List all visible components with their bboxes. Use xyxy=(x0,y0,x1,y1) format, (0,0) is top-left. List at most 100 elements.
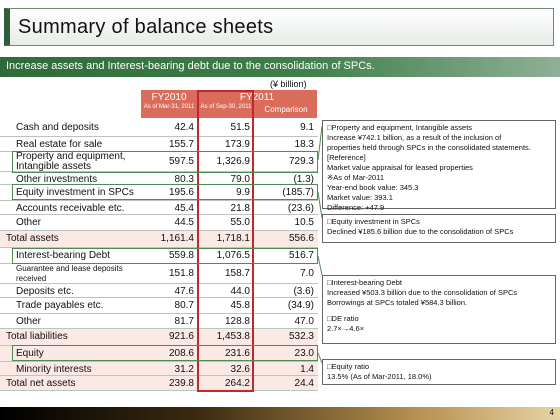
cell-fy2011: 44.0 xyxy=(230,286,250,297)
note-line: Market value appraisal for leased proper… xyxy=(327,163,473,172)
row-label: Cash and deposits xyxy=(16,122,99,133)
table-row: Trade payables etc. 80.7 45.8 (34.9) xyxy=(0,298,318,314)
row-label: Equity investment in SPCs xyxy=(16,187,134,198)
cell-comparison: (1.3) xyxy=(293,174,314,185)
cell-comparison: 18.3 xyxy=(294,139,314,150)
cell-comparison: 9.1 xyxy=(300,122,314,133)
cell-fy2011: 9.9 xyxy=(236,187,250,198)
cell-comparison: 532.3 xyxy=(288,331,314,342)
note-line: Borrowings at SPCs totaled ¥584.3 billio… xyxy=(327,298,468,307)
table-row: Cash and deposits 42.4 51.5 9.1 xyxy=(0,120,318,137)
cell-fy2010: 208.6 xyxy=(168,348,194,359)
note-line: ※As of Mar-2011 xyxy=(327,173,385,182)
cell-fy2011: 1,453.8 xyxy=(216,331,250,342)
table-row: Other 44.5 55.0 10.5 xyxy=(0,215,318,231)
page-subtitle: Increase assets and Interest-bearing deb… xyxy=(6,60,375,72)
table-row: Total assets 1,161.4 1,718.1 556.6 xyxy=(0,231,318,248)
cell-fy2010: 155.7 xyxy=(168,139,194,150)
cell-fy2010: 80.7 xyxy=(174,300,194,311)
cell-comparison: (185.7) xyxy=(282,187,314,198)
page-number: 4 xyxy=(549,408,554,417)
table-row: Accounts receivable etc. 45.4 21.8 (23.6) xyxy=(0,201,318,215)
table-row: Equity investment in SPCs 195.6 9.9 (185.7) xyxy=(0,185,318,201)
note-line: [Reference] xyxy=(327,153,366,162)
cell-fy2011: 173.9 xyxy=(224,139,250,150)
row-separator xyxy=(0,171,318,172)
row-separator xyxy=(0,375,318,376)
row-label: Deposits etc. xyxy=(16,286,74,297)
cell-comparison: 1.4 xyxy=(300,364,314,375)
cell-fy2010: 47.6 xyxy=(174,286,194,297)
cell-fy2011: 1,326.9 xyxy=(216,156,250,167)
cell-fy2011: 79.0 xyxy=(230,174,250,185)
table-row: Minority interests 31.2 32.6 1.4 xyxy=(0,362,318,376)
note-line: □Equity investment in SPCs xyxy=(327,217,420,226)
row-label: Guarantee and lease deposits received xyxy=(16,264,123,283)
title-bar: Summary of balance sheets xyxy=(4,8,554,46)
note-property: □Property and equipment, Intangible asse… xyxy=(322,120,556,212)
cell-fy2011: 21.8 xyxy=(230,203,250,214)
cell-fy2011: 32.6 xyxy=(230,364,250,375)
cell-fy2010: 80.3 xyxy=(174,174,194,185)
table-row: Guarantee and lease deposits received 151… xyxy=(0,264,318,284)
cell-fy2011: 51.5 xyxy=(230,122,250,133)
row-separator xyxy=(0,328,318,329)
row-separator xyxy=(0,297,318,298)
note-equity-investment: □Equity investment in SPCs Declined ¥185.… xyxy=(322,214,556,243)
cell-fy2010: 559.8 xyxy=(168,250,194,261)
table-row: Property and equipment, Intangible asset… xyxy=(0,152,318,172)
cell-fy2010: 45.4 xyxy=(174,203,194,214)
row-label: Equity xyxy=(16,348,44,359)
cell-fy2010: 597.5 xyxy=(168,156,194,167)
cell-comparison: (3.6) xyxy=(293,286,314,297)
row-label: Property and equipment, Intangible asset… xyxy=(16,151,126,172)
row-label: Minority interests xyxy=(16,364,92,375)
cell-fy2010: 1,161.4 xyxy=(160,233,194,244)
cell-comparison: 10.5 xyxy=(294,217,314,228)
note-interest-debt: □Interest-bearing Debt Increased ¥503.3 b… xyxy=(322,275,556,344)
cell-fy2010: 239.8 xyxy=(168,378,194,389)
row-separator xyxy=(0,390,318,391)
row-label: Total net assets xyxy=(6,378,76,389)
cell-fy2010: 81.7 xyxy=(174,316,194,327)
unit-label: (¥ billion) xyxy=(270,79,307,89)
note-line: Market value: 393.1 xyxy=(327,193,393,202)
row-label: Other xyxy=(16,316,42,327)
note-line: □DE ratio xyxy=(327,314,359,323)
cell-comparison: (23.6) xyxy=(287,203,314,214)
cell-comparison: 23.0 xyxy=(294,348,314,359)
header-fy2010-date: As of Mar-31, 2011 xyxy=(143,104,195,110)
row-label: Other investments xyxy=(16,174,98,185)
note-line: Year-end book value: 345.3 xyxy=(327,183,419,192)
header-fy2011-label: FY2011 xyxy=(239,92,275,103)
row-label: Total liabilities xyxy=(6,331,68,342)
header-comparison: Comparison xyxy=(264,105,308,114)
footer-bar: 4 xyxy=(0,407,560,420)
row-label: Trade payables etc. xyxy=(16,300,104,311)
row-separator xyxy=(0,313,318,314)
row-separator xyxy=(0,247,318,248)
cell-fy2010: 921.6 xyxy=(168,331,194,342)
cell-fy2011: 55.0 xyxy=(230,217,250,228)
cell-comparison: (34.9) xyxy=(287,300,314,311)
cell-fy2010: 31.2 xyxy=(174,364,194,375)
row-separator xyxy=(0,361,318,362)
note-line: Increase ¥742.1 billion, as a result of … xyxy=(327,133,502,142)
note-line: Increased ¥503.3 billion due to the cons… xyxy=(327,288,518,297)
row-label: Total assets xyxy=(6,233,59,244)
cell-comparison: 556.6 xyxy=(288,233,314,244)
cell-comparison: 24.4 xyxy=(294,378,314,389)
cell-fy2011: 264.2 xyxy=(224,378,250,389)
row-label: Other xyxy=(16,217,42,228)
note-line: properties held through SPCs in the cons… xyxy=(327,143,531,152)
cell-comparison: 516.7 xyxy=(288,250,314,261)
row-separator xyxy=(0,230,318,231)
note-equity-ratio: □Equity ratio 13.5% (As of Mar-2011, 18.0… xyxy=(322,359,556,385)
row-label: Accounts receivable etc. xyxy=(16,203,125,214)
row-separator xyxy=(0,214,318,215)
cell-fy2011: 158.7 xyxy=(224,268,250,279)
subtitle-bar: Increase assets and Interest-bearing deb… xyxy=(0,57,560,77)
cell-comparison: 729.3 xyxy=(288,156,314,167)
page-title: Summary of balance sheets xyxy=(18,16,274,38)
